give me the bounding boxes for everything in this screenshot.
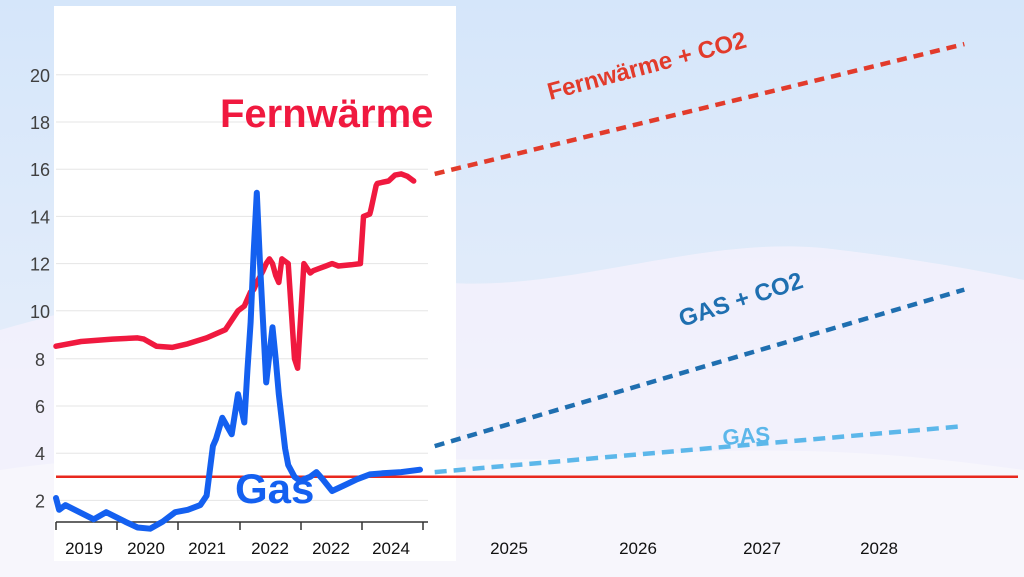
series-label-gas: Gas [235,465,314,512]
y-tick-label: 2 [35,491,45,511]
y-axis: 2 4 6 8 10 12 14 16 18 20 [30,66,50,512]
x-tick-label: 2022 [251,539,289,558]
series-line-gas-forecast [434,423,965,475]
y-tick-label: 14 [30,207,50,227]
series-line-fernwaerme-co2 [434,41,965,177]
x-tick-label: 2021 [188,539,226,558]
series-label-gas-forecast: GAS [722,422,771,450]
x-tick-label: 2028 [860,539,898,558]
series-label-fernwaerme: Fernwärme [220,92,433,136]
y-tick-label: 18 [30,113,50,133]
x-tick-label: 2020 [127,539,165,558]
y-tick-label: 8 [35,350,45,370]
y-tick-label: 10 [30,302,50,322]
x-tick-label: 2024 [372,539,410,558]
x-tick-label: 2022 [312,539,350,558]
y-tick-label: 16 [30,160,50,180]
series-line-gas-co2 [434,287,965,449]
x-tick-label: 2025 [490,539,528,558]
series-line-gas [53,189,423,532]
x-tick-labels: 2019 2020 2021 2022 2022 2024 2025 2026 2027 2028 [65,539,898,558]
x-tick-label: 2027 [743,539,781,558]
x-tick-label: 2026 [619,539,657,558]
series-layer [53,41,965,532]
y-tick-label: 20 [30,66,50,86]
series-line-fernwaerme [53,171,417,371]
y-tick-label: 12 [30,255,50,275]
y-tick-label: 6 [35,397,45,417]
x-axis [55,521,428,530]
y-tick-label: 4 [35,444,45,464]
x-tick-label: 2019 [65,539,103,558]
